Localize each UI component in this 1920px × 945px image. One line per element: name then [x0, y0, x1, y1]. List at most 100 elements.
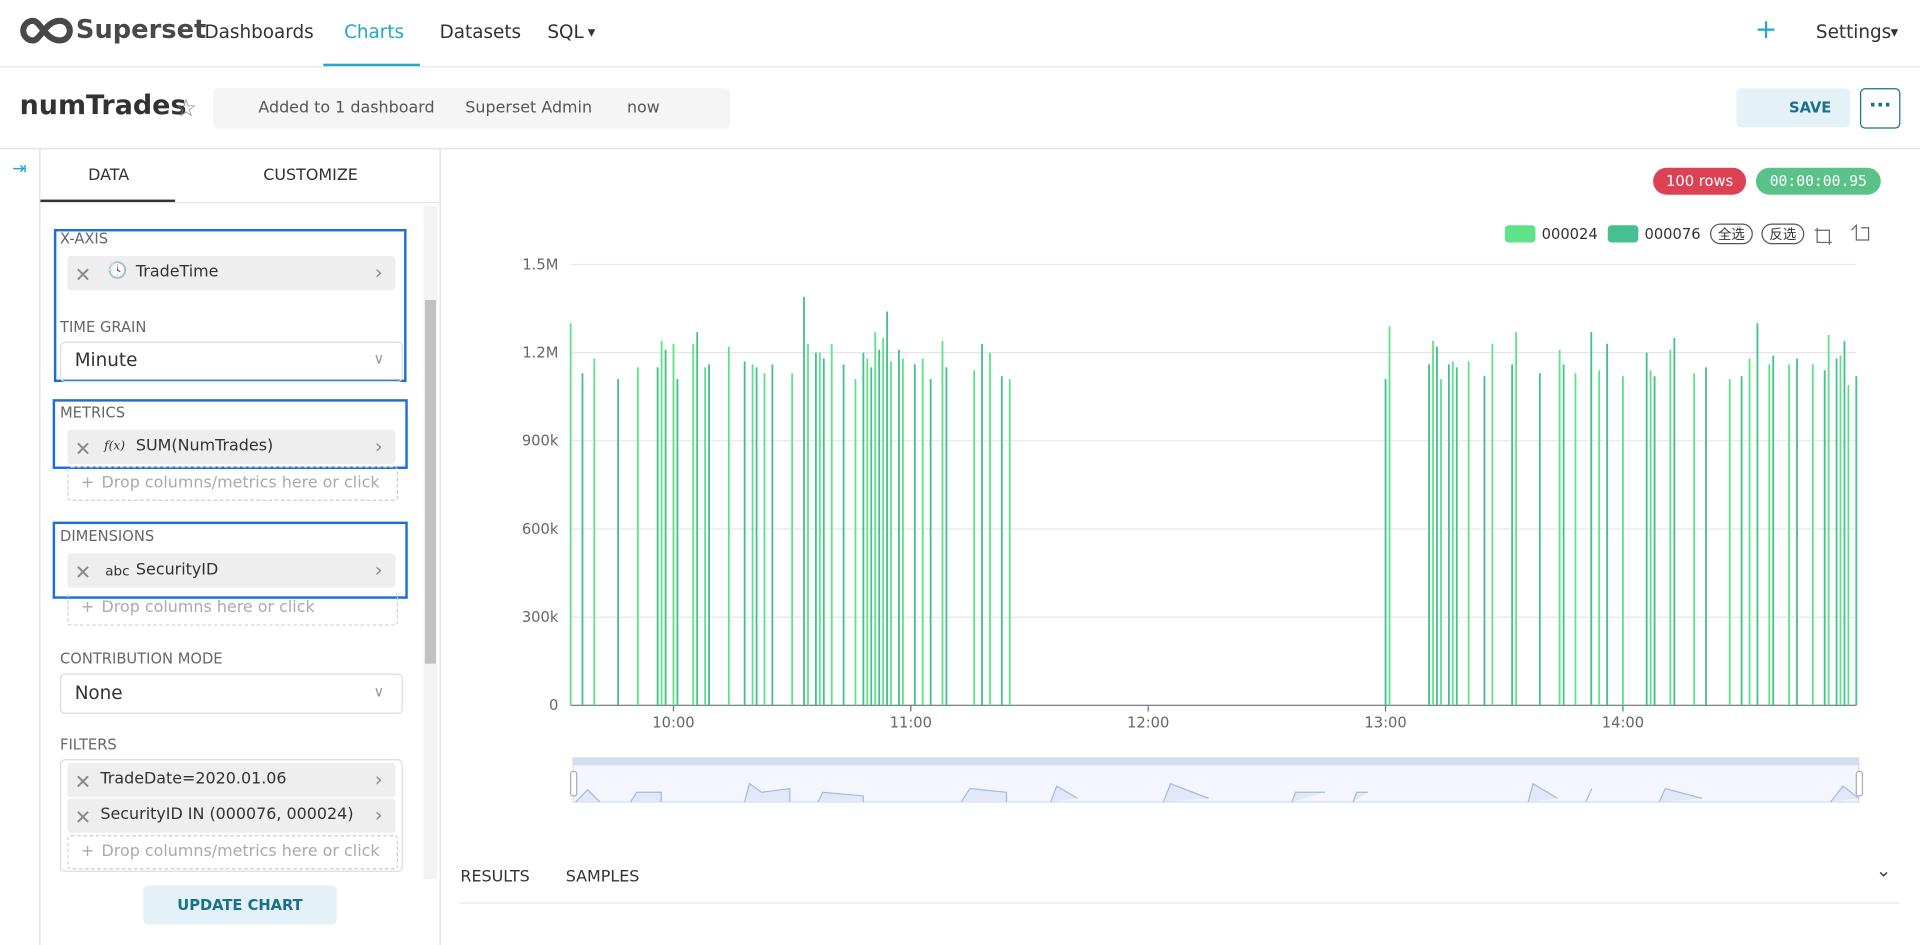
x-axis-value[interactable]: TradeTime: [135, 263, 219, 282]
bar: [1008, 379, 1011, 706]
legend-button-label[interactable]: 反选: [1769, 227, 1796, 243]
contribution-value[interactable]: None: [74, 682, 123, 705]
tab[interactable]: DATA: [88, 166, 130, 185]
select[interactable]: [60, 673, 403, 714]
x-tick-label: 10:00: [652, 714, 694, 731]
select-arrow: ∨: [373, 350, 385, 368]
settings[interactable]: Settings: [1815, 20, 1892, 43]
save-label[interactable]: SAVE: [1788, 99, 1832, 117]
bar: [708, 364, 710, 706]
caret: ▼: [587, 26, 596, 38]
toolbox[interactable]: [1814, 223, 1870, 245]
legend-button[interactable]: [1761, 223, 1805, 245]
bar: [1447, 364, 1450, 706]
control-pill[interactable]: [67, 762, 396, 798]
bar: [1483, 376, 1486, 706]
drop-zone[interactable]: + Drop columns here or click: [67, 592, 398, 626]
row-count: 100 rows: [1653, 167, 1747, 195]
drop-text: Drop columns/metrics here or click: [101, 842, 380, 861]
bar: [664, 349, 667, 706]
bar: [1811, 364, 1814, 706]
select-arrow: ∨: [373, 683, 385, 701]
divider: [460, 902, 1900, 904]
metadata-bar: [213, 88, 730, 129]
legend-label: 000024: [1542, 226, 1598, 243]
zoom-handle[interactable]: [570, 770, 578, 797]
datazoom[interactable]: [570, 757, 1864, 803]
zoom-tool[interactable]: [1814, 227, 1832, 245]
remove[interactable]: ✕: [74, 560, 92, 585]
update-chart-button[interactable]: UPDATE CHART: [143, 885, 337, 925]
favorite-star[interactable]: ☆: [175, 93, 198, 123]
reset-tool[interactable]: [1850, 223, 1870, 241]
nav-item[interactable]: Dashboards: [204, 20, 314, 43]
drop-zone[interactable]: + Drop columns/metrics here or click: [67, 835, 398, 870]
bar: [1451, 361, 1454, 706]
chart: 0 300k 600k 900k 1.2M 1.5M 10:00 11:00 12:00 13:0…: [522, 223, 1870, 803]
control-pill[interactable]: [67, 798, 396, 833]
control-pill[interactable]: [67, 429, 396, 465]
tab[interactable]: RESULTS: [460, 868, 530, 887]
nav-item[interactable]: Datasets: [439, 20, 522, 43]
legend-button[interactable]: [1710, 223, 1753, 245]
bar: [1653, 376, 1656, 706]
bar: [696, 332, 699, 706]
bar: [1827, 335, 1830, 706]
drop-zone[interactable]: + Drop columns/metrics here or click: [67, 466, 398, 501]
bar: [593, 358, 596, 706]
zoom-handle[interactable]: [1855, 770, 1864, 797]
bar: [803, 296, 805, 706]
bar: [1645, 352, 1648, 706]
filter-value[interactable]: SecurityID IN (000076, 000024): [100, 805, 354, 825]
bar: [862, 352, 865, 706]
control-pill[interactable]: [67, 255, 396, 291]
legend-button-label[interactable]: 全选: [1718, 226, 1745, 243]
remove[interactable]: ✕: [74, 805, 92, 829]
bar: [1693, 373, 1696, 706]
chevron: ›: [374, 803, 383, 827]
bar: [1673, 337, 1676, 706]
plus: +: [80, 598, 95, 618]
collapse-toggle[interactable]: ⇥: [12, 159, 27, 179]
meta-dashboards[interactable]: Added to 1 dashboard: [258, 99, 435, 118]
zoom-preview: [575, 782, 1860, 803]
bar: [1748, 358, 1751, 706]
dimension-value[interactable]: SecurityID: [135, 560, 219, 580]
chevron: ›: [374, 260, 383, 285]
plus: +: [80, 842, 95, 861]
time-grain-value[interactable]: Minute: [74, 348, 138, 372]
bar: [1606, 343, 1609, 706]
more-button[interactable]: ···: [1860, 88, 1901, 129]
bar: [676, 379, 679, 706]
chart-title[interactable]: numTrades: [19, 90, 187, 122]
bar: [1428, 364, 1430, 706]
nav-active: [323, 63, 421, 67]
remove[interactable]: ✕: [74, 770, 92, 794]
tab[interactable]: SAMPLES: [565, 868, 640, 887]
bar: [807, 343, 809, 706]
legend-swatch: [1504, 225, 1536, 243]
select[interactable]: [60, 341, 403, 383]
brand[interactable]: Superset: [75, 14, 207, 45]
filter-box: [60, 759, 403, 872]
section-label: X-AXIS: [60, 230, 109, 248]
drop-text: Drop columns/metrics here or click: [101, 473, 380, 493]
bar: [581, 373, 584, 706]
nav-item[interactable]: SQL: [547, 20, 584, 43]
bar: [672, 343, 675, 706]
remove[interactable]: ✕: [74, 263, 92, 287]
control-pill[interactable]: [67, 553, 396, 588]
drop-text: Drop columns here or click: [101, 598, 315, 618]
remove[interactable]: ✕: [74, 437, 92, 461]
metric-value[interactable]: SUM(NumTrades): [135, 437, 274, 456]
metric-icon: f(x): [104, 439, 126, 454]
filter-value[interactable]: TradeDate=2020.01.06: [100, 770, 287, 789]
expand-toggle[interactable]: ⌄: [1875, 859, 1892, 882]
plus-menu[interactable]: +: [1754, 14, 1778, 46]
scroll-thumb[interactable]: [424, 300, 436, 664]
nav-item[interactable]: Charts: [344, 20, 405, 43]
tab[interactable]: CUSTOMIZE: [263, 166, 358, 185]
save-button[interactable]: [1736, 88, 1851, 128]
bar: [1847, 384, 1850, 706]
